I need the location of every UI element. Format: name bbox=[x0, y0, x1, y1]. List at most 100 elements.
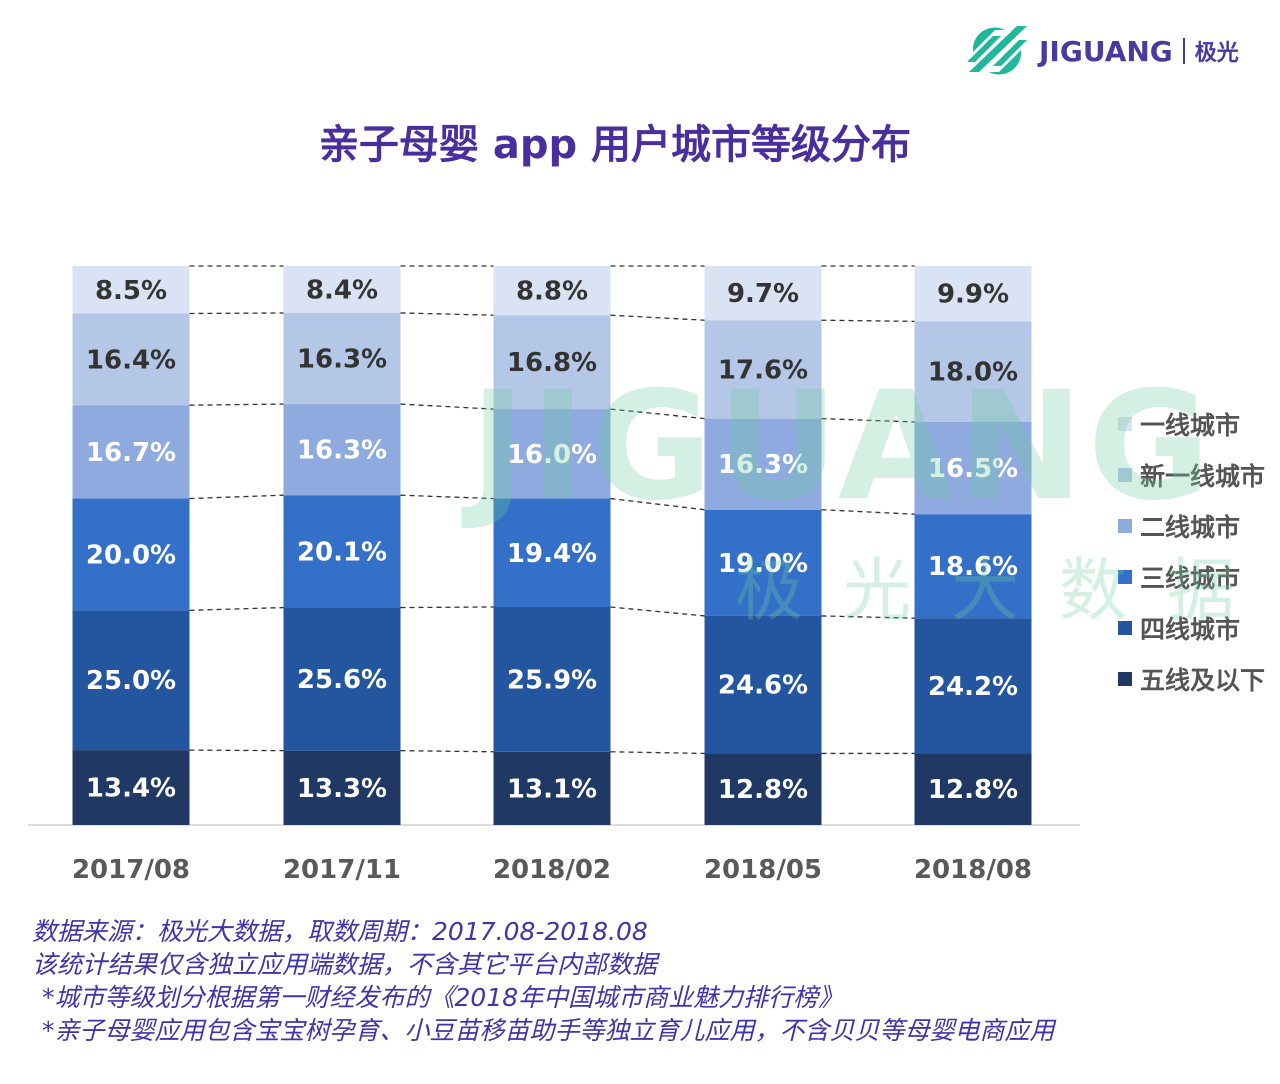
footnote-source: 数据来源：极光大数据，取数周期：2017.08-2018.08 bbox=[32, 917, 648, 946]
data-label: 20.0% bbox=[86, 540, 176, 570]
bar-segment bbox=[914, 753, 1032, 825]
legend-swatch bbox=[1118, 416, 1132, 431]
footnote-city-tier: *城市等级划分根据第一财经发布的《2018年中国城市商业魅力排行榜》 bbox=[42, 983, 844, 1012]
data-label: 18.6% bbox=[928, 552, 1018, 582]
legend-item: 新一线城市 bbox=[1118, 449, 1265, 500]
bar-segment bbox=[72, 266, 190, 314]
legend-item: 一线城市 bbox=[1118, 398, 1265, 449]
bar-segment bbox=[72, 313, 190, 406]
legend-item: 二线城市 bbox=[1118, 500, 1265, 551]
data-label: 18.0% bbox=[928, 358, 1018, 388]
x-tick-label: 2018/08 bbox=[914, 855, 1032, 885]
data-label: 8.8% bbox=[516, 277, 588, 307]
data-label: 25.0% bbox=[86, 666, 176, 696]
connector-line bbox=[189, 312, 284, 315]
data-label: 16.5% bbox=[928, 454, 1018, 484]
bar-segment bbox=[914, 266, 1032, 322]
bar-segment bbox=[283, 495, 401, 608]
bar-segment bbox=[283, 266, 401, 313]
bar-segment bbox=[914, 514, 1032, 619]
connector-line bbox=[400, 606, 494, 609]
legend-label: 一线城市 bbox=[1140, 410, 1241, 440]
connector-line bbox=[821, 509, 915, 515]
x-tick-label: 2017/08 bbox=[72, 855, 190, 885]
legend-label: 二线城市 bbox=[1140, 512, 1241, 542]
legend: 一线城市新一线城市二线城市三线城市四线城市五线及以下 bbox=[1118, 398, 1265, 704]
bar-segment bbox=[493, 751, 611, 825]
bar-segment bbox=[493, 606, 611, 752]
data-label: 16.3% bbox=[718, 450, 808, 480]
x-tick-label: 2017/11 bbox=[283, 855, 401, 885]
data-label: 25.6% bbox=[297, 665, 387, 695]
jiguang-logo: JIGUANG 极光 bbox=[965, 22, 1239, 80]
logo-divider bbox=[1182, 38, 1185, 64]
legend-swatch bbox=[1118, 620, 1132, 635]
data-label: 17.6% bbox=[718, 355, 808, 385]
data-label: 19.4% bbox=[507, 539, 597, 569]
data-label: 16.8% bbox=[507, 348, 597, 378]
connector-line bbox=[610, 408, 705, 420]
legend-label: 四线城市 bbox=[1140, 614, 1241, 644]
bar-segment bbox=[283, 750, 401, 825]
connector-line bbox=[400, 750, 494, 753]
data-label: 9.9% bbox=[937, 280, 1009, 310]
footnote-scope: 该统计结果仅含独立应用端数据，不含其它平台内部数据 bbox=[32, 950, 658, 979]
data-label: 13.4% bbox=[86, 774, 176, 804]
bar-segment bbox=[493, 266, 611, 316]
connector-line bbox=[610, 497, 705, 511]
bar-segment bbox=[704, 615, 822, 754]
bar-segment bbox=[283, 607, 401, 751]
data-label: 12.8% bbox=[718, 775, 808, 805]
connector-line bbox=[610, 314, 705, 321]
legend-item: 四线城市 bbox=[1118, 602, 1265, 653]
bar-segment bbox=[72, 405, 190, 499]
footnote-app-scope: *亲子母婴应用包含宝宝树孕育、小豆苗移苗助手等独立育儿应用，不含贝贝等母婴电商应… bbox=[42, 1016, 1055, 1045]
data-label: 8.4% bbox=[306, 275, 378, 305]
bar-segment bbox=[493, 315, 611, 410]
connector-line bbox=[189, 749, 284, 752]
connector-line bbox=[400, 403, 494, 410]
data-label: 16.7% bbox=[86, 438, 176, 468]
connector-line bbox=[189, 403, 284, 406]
bar-segment bbox=[914, 421, 1032, 515]
jiguang-logo-mark-icon bbox=[967, 26, 1027, 75]
data-label: 16.4% bbox=[86, 345, 176, 375]
bar-segment bbox=[493, 409, 611, 499]
legend-label: 三线城市 bbox=[1140, 563, 1241, 593]
bar-segment bbox=[704, 418, 822, 510]
bar-segment bbox=[72, 750, 190, 825]
connector-line bbox=[821, 615, 915, 619]
bar-segment bbox=[704, 320, 822, 419]
bar-segment bbox=[72, 610, 190, 751]
bar-segment bbox=[704, 509, 822, 616]
data-label: 24.6% bbox=[718, 671, 808, 701]
bar-segment bbox=[72, 498, 190, 611]
bar-segment bbox=[283, 312, 401, 405]
data-label: 13.1% bbox=[507, 774, 597, 804]
connector-line bbox=[400, 494, 494, 500]
data-label: 19.0% bbox=[718, 549, 808, 579]
legend-swatch bbox=[1118, 569, 1132, 584]
bar-segment bbox=[704, 266, 822, 321]
connector-line bbox=[189, 494, 284, 500]
data-label: 16.0% bbox=[507, 440, 597, 470]
data-label: 12.8% bbox=[928, 775, 1018, 805]
data-label: 24.2% bbox=[928, 672, 1018, 702]
legend-item: 三线城市 bbox=[1118, 551, 1265, 602]
connector-line bbox=[189, 606, 284, 611]
legend-item: 五线及以下 bbox=[1118, 653, 1265, 704]
legend-swatch bbox=[1118, 671, 1132, 686]
bar-segment bbox=[704, 753, 822, 825]
connector-line bbox=[610, 751, 705, 755]
connector-line bbox=[821, 417, 915, 423]
x-tick-label: 2018/05 bbox=[704, 855, 822, 885]
bar-segment bbox=[914, 321, 1032, 422]
logo-brand: JIGUANG bbox=[1039, 34, 1173, 68]
connector-line bbox=[610, 606, 705, 617]
legend-label: 新一线城市 bbox=[1140, 461, 1266, 491]
footnotes: 数据来源：极光大数据，取数周期：2017.08-2018.08 该统计结果仅含独… bbox=[32, 915, 1055, 1047]
data-label: 16.3% bbox=[297, 345, 387, 375]
data-label: 8.5% bbox=[95, 276, 167, 306]
data-label: 13.3% bbox=[297, 774, 387, 804]
